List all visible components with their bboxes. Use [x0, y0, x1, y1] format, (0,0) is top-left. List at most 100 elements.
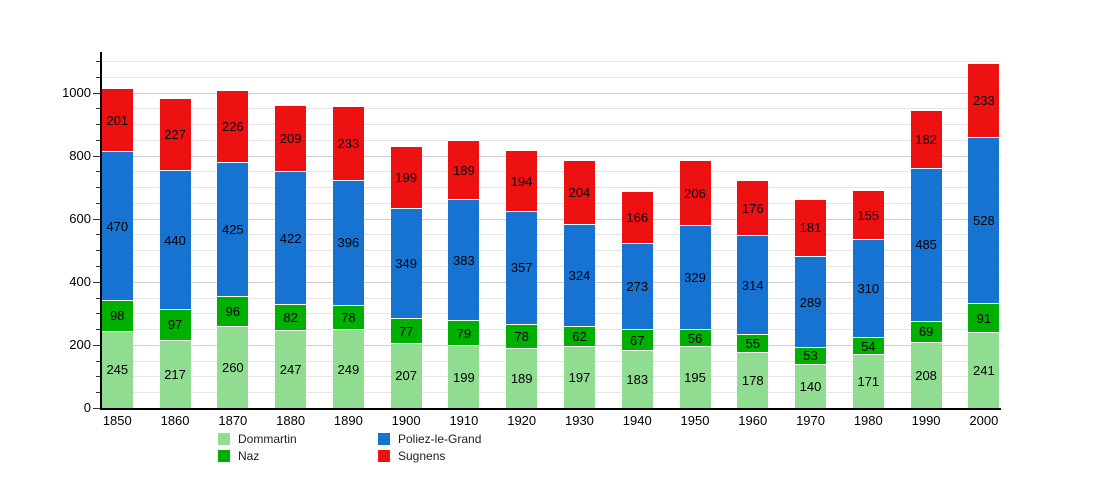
legend-label: Dommartin: [238, 432, 297, 446]
y-tick: [96, 329, 100, 331]
bar-value-label: 273: [626, 279, 649, 295]
bar-segment-naz: 62: [563, 326, 595, 346]
bar-value-label: 528: [972, 212, 995, 228]
bar-segment-naz: 79: [448, 320, 480, 346]
gridline: [102, 266, 1001, 268]
bar-value-label: 82: [283, 310, 298, 326]
bar-value-label: 383: [453, 252, 475, 268]
y-tick: [96, 171, 100, 173]
bar-segment-sugnens: 181: [795, 198, 827, 256]
gridline: [102, 376, 1001, 378]
bar-value-label: 206: [684, 185, 706, 201]
x-tick-label: 1980: [853, 413, 883, 428]
bar-value-label: 329: [684, 269, 706, 285]
bar-value-label: 79: [456, 325, 472, 341]
bar-segment-poliez-le-grand: 349: [390, 208, 422, 319]
gridline: [102, 281, 1001, 283]
y-axis-tick-label: 600: [69, 210, 91, 226]
bar-value-label: 78: [341, 310, 356, 326]
bar-value-label: 53: [803, 348, 818, 364]
x-tick-label: 1990: [911, 413, 941, 428]
y-tick: [93, 218, 100, 220]
gridline: [102, 139, 1001, 141]
bar-segment-dommartin: 195: [679, 346, 711, 408]
y-axis-tick-label: 1000: [62, 84, 91, 100]
bar-value-label: 324: [568, 268, 591, 284]
x-tick-label: 1850: [102, 413, 132, 428]
bar-segment-naz: 53: [795, 347, 827, 364]
y-tick: [93, 408, 100, 409]
bar-value-label: 67: [629, 332, 645, 348]
bar-value-label: 78: [514, 329, 529, 345]
bar-value-label: 96: [225, 303, 241, 319]
bar-value-label: 260: [221, 359, 244, 375]
x-tick-label: 1950: [680, 413, 710, 428]
bar-segment-sugnens: 226: [217, 90, 249, 162]
gridline: [102, 76, 1001, 78]
bar-segment-dommartin: 189: [506, 348, 538, 408]
bar-segment-naz: 98: [101, 299, 133, 331]
bar-segment-poliez-le-grand: 273: [621, 242, 653, 330]
bar-segment-poliez-le-grand: 396: [332, 179, 364, 305]
y-tick: [96, 376, 100, 378]
bar-value-label: 241: [972, 362, 995, 378]
bar-segment-dommartin: 217: [159, 339, 191, 408]
bar-segment-naz: 96: [217, 295, 249, 326]
y-tick: [96, 60, 100, 62]
gridline: [102, 202, 1001, 204]
bar-value-label: 357: [510, 260, 533, 276]
legend-label: Sugnens: [398, 449, 446, 463]
bar-value-label: 249: [337, 361, 360, 377]
bar-segment-dommartin: 178: [737, 351, 769, 408]
bar-value-label: 77: [398, 323, 414, 339]
bar-value-label: 183: [626, 372, 649, 388]
bar-value-label: 197: [568, 369, 591, 385]
bar-segment-naz: 82: [275, 304, 307, 331]
bar-segment-poliez-le-grand: 289: [795, 255, 827, 348]
bar-value-label: 470: [106, 218, 129, 234]
legend-swatch-dommartin: [218, 433, 230, 445]
bar-value-label: 97: [167, 317, 183, 333]
bar-segment-dommartin: 260: [217, 325, 249, 408]
bar-value-label: 155: [857, 207, 880, 223]
gridline: [102, 108, 1001, 110]
bar-value-label: 396: [337, 235, 360, 251]
x-tick-label: 1870: [218, 413, 248, 428]
bar-segment-poliez-le-grand: 528: [968, 136, 1000, 304]
gridline: [102, 392, 1001, 394]
bar-segment-dommartin: 245: [101, 330, 133, 408]
bar-segment-sugnens: 166: [621, 190, 653, 243]
bar-value-label: 98: [110, 308, 125, 324]
bar-segment-dommartin: 241: [968, 331, 1000, 408]
bar-value-label: 207: [395, 368, 417, 384]
gridline: [102, 155, 1001, 157]
legend-label: Poliez-le-Grand: [398, 432, 482, 446]
bar-segment-dommartin: 197: [563, 345, 595, 408]
bar-segment-sugnens: 233: [332, 106, 364, 180]
bar-value-label: 91: [976, 310, 992, 326]
bar-segment-dommartin: 140: [795, 363, 827, 408]
gridline: [102, 297, 1001, 299]
bar-segment-naz: 91: [968, 303, 1000, 332]
x-tick-label: 1880: [276, 413, 306, 428]
bar-value-label: 440: [164, 232, 186, 248]
x-tick-label: 1910: [449, 413, 479, 428]
bar-segment-dommartin: 208: [910, 342, 942, 408]
y-axis-tick-label: 200: [69, 336, 91, 352]
bar-segment-naz: 78: [506, 323, 538, 349]
bar-segment-sugnens: 201: [101, 88, 133, 152]
bar-segment-poliez-le-grand: 485: [910, 167, 942, 321]
x-tick-label: 2000: [969, 413, 999, 428]
bar-value-label: 201: [106, 112, 129, 128]
bar-value-label: 140: [799, 378, 822, 394]
bar-segment-sugnens: 199: [390, 145, 422, 209]
bar-value-label: 194: [510, 173, 533, 189]
x-tick-label: 1960: [738, 413, 768, 428]
y-tick: [96, 76, 100, 78]
x-tick-label: 1890: [333, 413, 363, 428]
bar-segment-dommartin: 183: [621, 350, 653, 408]
bar-segment-naz: 56: [679, 328, 711, 347]
bar-segment-dommartin: 171: [852, 354, 884, 408]
legend-swatch-poliez-le-grand: [378, 433, 390, 445]
